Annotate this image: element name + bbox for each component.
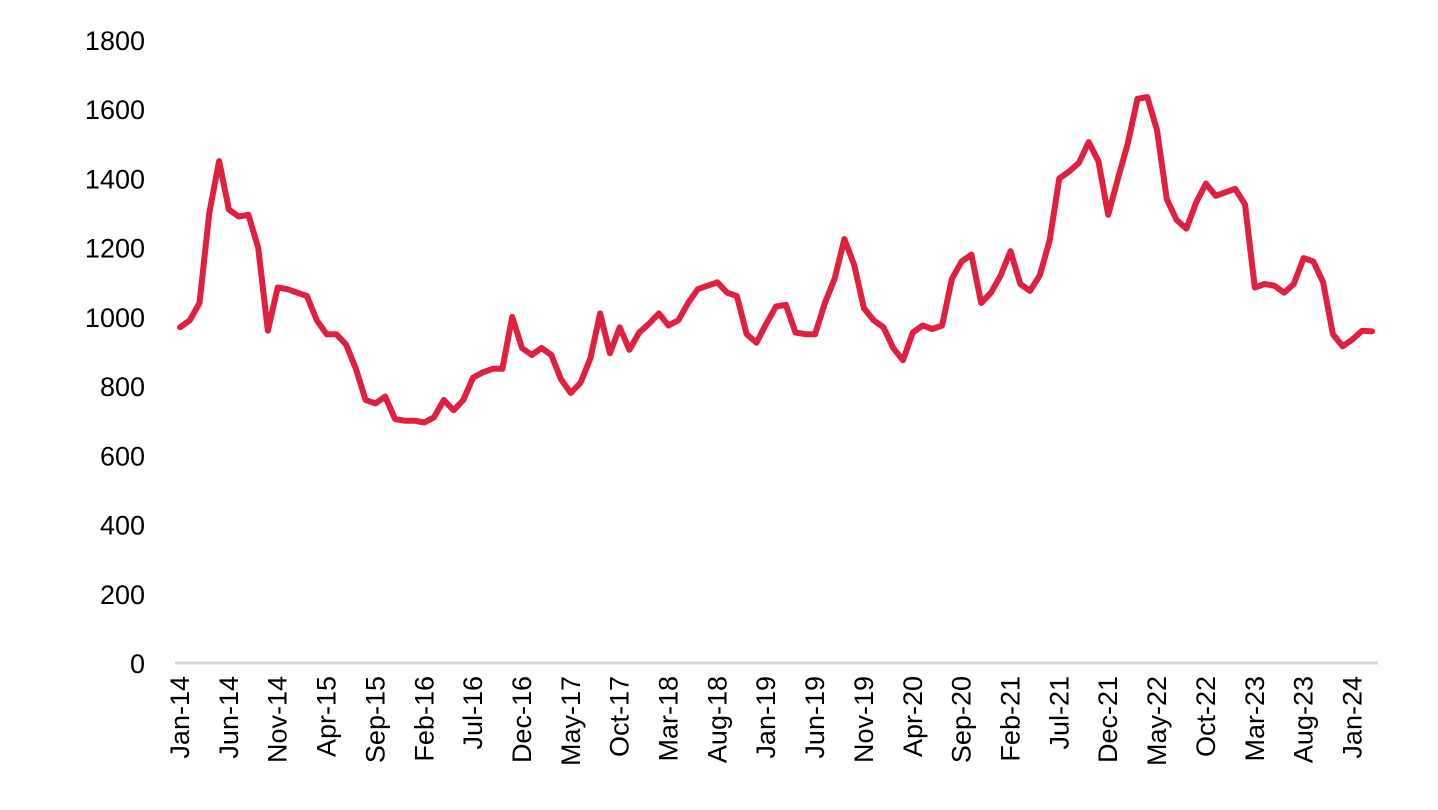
x-tick-label: Nov-14 xyxy=(263,676,293,763)
x-tick-label: Aug-18 xyxy=(702,676,732,763)
x-tick-label: Apr-20 xyxy=(898,676,928,757)
x-tick-label: Nov-19 xyxy=(849,676,879,763)
x-axis-ticks: Jan-14 Jun-14 Nov-14 Apr-15 Sep-15 Feb-16 Jul-… xyxy=(165,676,1367,766)
y-tick-label: 1200 xyxy=(85,234,145,264)
x-tick-label: Jun-14 xyxy=(214,676,244,759)
x-tick-label: May-17 xyxy=(556,676,586,766)
y-tick-label: 1400 xyxy=(85,164,145,194)
y-tick-label: 1800 xyxy=(85,26,145,56)
x-tick-label: Sep-15 xyxy=(360,676,390,763)
x-tick-label: Dec-21 xyxy=(1093,676,1123,763)
x-tick-label: Jan-19 xyxy=(751,676,781,759)
x-tick-label: Jan-24 xyxy=(1337,676,1367,759)
series-layer xyxy=(177,94,1375,426)
x-tick-label: Mar-18 xyxy=(654,676,684,762)
x-tick-label: Dec-16 xyxy=(507,676,537,763)
x-tick-label: Oct-17 xyxy=(605,676,635,757)
x-tick-label: Feb-16 xyxy=(409,676,439,762)
x-tick-label: Mar-23 xyxy=(1240,676,1270,762)
y-tick-label: 0 xyxy=(130,649,145,679)
y-tick-label: 600 xyxy=(100,441,145,471)
x-tick-label: Aug-23 xyxy=(1289,676,1319,763)
x-tick-label: Oct-22 xyxy=(1191,676,1221,757)
y-tick-label: 400 xyxy=(100,511,145,541)
x-tick-label: Feb-21 xyxy=(995,676,1025,762)
x-tick-label: May-22 xyxy=(1142,676,1172,766)
x-tick-label: Jan-14 xyxy=(165,676,195,759)
x-tick-label: Jul-16 xyxy=(458,676,488,750)
x-tick-label: Apr-15 xyxy=(312,676,342,757)
x-tick-label: Jun-19 xyxy=(800,676,830,759)
x-tick-label: Sep-20 xyxy=(947,676,977,763)
series-line-1 xyxy=(177,94,1375,426)
y-tick-label: 200 xyxy=(100,580,145,610)
y-tick-label: 800 xyxy=(100,372,145,402)
y-axis-ticks: 0 200 400 600 800 1000 1200 1400 1600 1800 xyxy=(85,26,145,679)
y-tick-label: 1600 xyxy=(85,95,145,125)
x-tick-label: Jul-21 xyxy=(1044,676,1074,750)
y-tick-label: 1000 xyxy=(85,303,145,333)
